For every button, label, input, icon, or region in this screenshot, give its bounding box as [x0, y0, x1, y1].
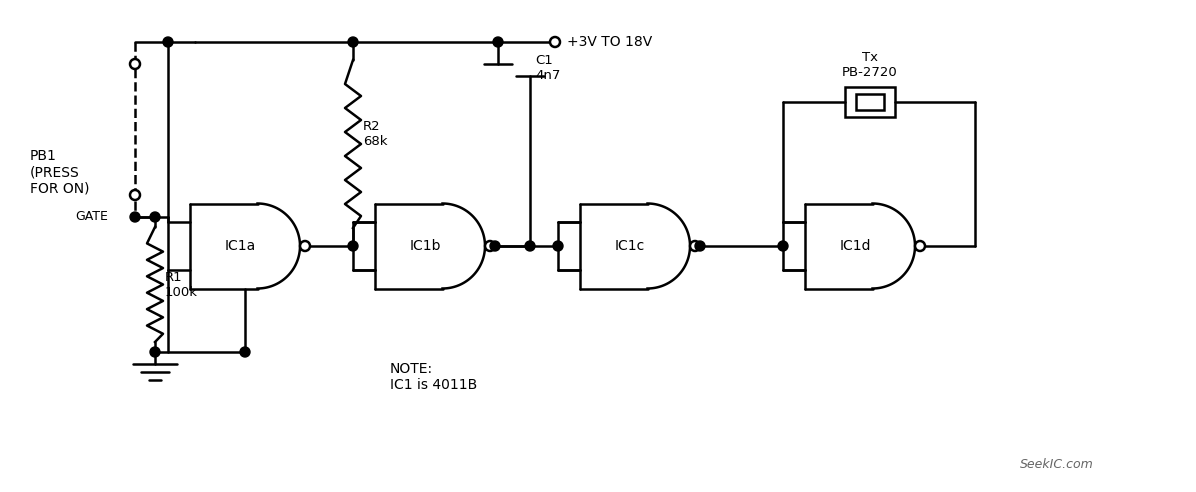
Circle shape	[525, 241, 535, 251]
Circle shape	[130, 190, 140, 200]
Text: IC1b: IC1b	[409, 239, 441, 253]
Text: IC1d: IC1d	[840, 239, 871, 253]
Circle shape	[300, 241, 310, 251]
Circle shape	[130, 212, 140, 222]
Bar	[846, 87, 895, 117]
Text: R2
68k: R2 68k	[364, 120, 388, 148]
Circle shape	[690, 241, 700, 251]
Circle shape	[550, 37, 560, 47]
Circle shape	[695, 241, 704, 251]
Circle shape	[348, 241, 358, 251]
Circle shape	[915, 241, 925, 251]
Circle shape	[779, 241, 788, 251]
Circle shape	[163, 37, 173, 47]
Circle shape	[348, 37, 358, 47]
Circle shape	[240, 347, 250, 357]
Circle shape	[490, 241, 500, 251]
Text: IC1a: IC1a	[225, 239, 256, 253]
Bar	[856, 94, 884, 110]
Circle shape	[486, 241, 495, 251]
Circle shape	[150, 212, 160, 222]
Text: GATE: GATE	[75, 211, 108, 223]
Text: Tx
PB-2720: Tx PB-2720	[842, 51, 898, 79]
Text: R1
100k: R1 100k	[165, 271, 199, 299]
Text: PB1
(PRESS
FOR ON): PB1 (PRESS FOR ON)	[30, 149, 90, 195]
Circle shape	[493, 37, 504, 47]
Text: IC1c: IC1c	[615, 239, 645, 253]
Circle shape	[553, 241, 563, 251]
Text: +3V TO 18V: +3V TO 18V	[567, 35, 652, 49]
Circle shape	[150, 347, 160, 357]
Circle shape	[130, 59, 140, 69]
Text: NOTE:
IC1 is 4011B: NOTE: IC1 is 4011B	[390, 362, 477, 392]
Text: C1
4n7: C1 4n7	[535, 54, 561, 82]
Text: SeekIC.com: SeekIC.com	[1020, 458, 1094, 470]
